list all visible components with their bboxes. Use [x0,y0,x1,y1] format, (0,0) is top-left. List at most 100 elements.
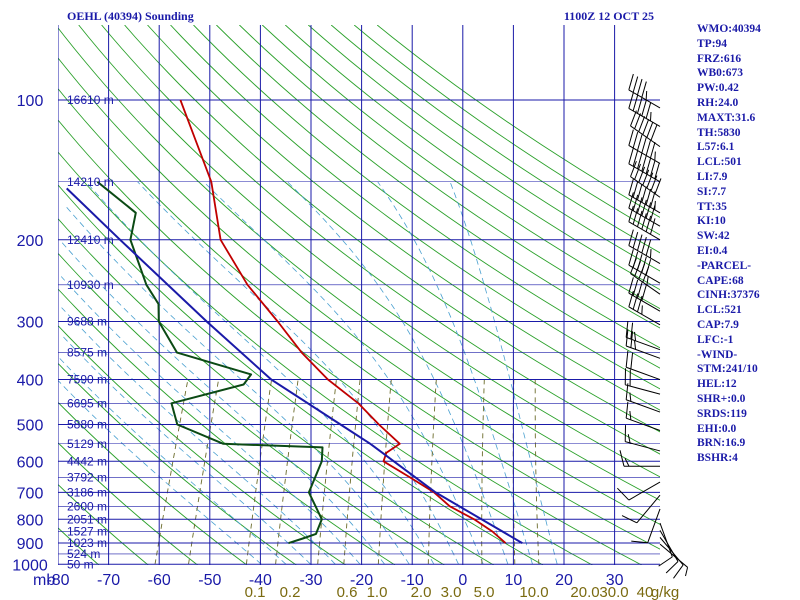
dry-adiabat-line [58,119,642,565]
sounding-index: EI:0.4 [697,244,728,257]
wind-barb-feather [638,166,646,183]
dry-adiabat-line [58,362,297,565]
wind-barb-feather [619,450,625,467]
wind-barb-staff [625,441,661,452]
dry-adiabat-line [216,25,660,349]
moist-adiabat-line [85,181,435,565]
wind-barb-feather [632,181,639,198]
x-axis-unit-label: mb [33,572,55,589]
mixing-ratio-line [377,379,392,565]
dry-adiabat-line [58,184,544,565]
wind-barb [624,368,661,395]
height-label: 10930 m [67,278,114,292]
wind-barb-staff [626,345,661,359]
wind-barb-feather [645,215,652,232]
height-label: 3186 m [67,485,107,499]
height-label: 1527 m [67,525,107,539]
valid-time: 1100Z 12 OCT 25 [564,9,654,23]
moist-adiabat-line [377,181,533,565]
wind-barb-feather [654,151,656,161]
temperature-tick-label: 30 [606,572,624,589]
wind-barb-feather [645,239,652,256]
wind-barb-feather [665,561,679,574]
moist-adiabat-line [137,181,459,565]
sounding-index: PW:0.42 [697,82,739,95]
wind-barb [628,277,661,312]
wind-barb-feather [628,147,634,164]
wind-barb-feather [632,94,639,112]
wind-barb-feather [638,116,646,132]
moist-adiabat-line [287,181,509,565]
height-label: 7590 m [67,373,107,387]
wind-barb-feather [646,276,649,286]
temperature-tick-label: -60 [148,572,171,589]
wind-barb-staff [636,494,661,524]
dry-adiabat-line [58,218,494,565]
wind-barb-feather [631,540,648,544]
wind-barb [658,522,673,567]
sounding-index: L57:6.1 [697,141,735,154]
height-label: 5129 m [67,437,107,451]
wind-barb-feather [629,410,632,420]
moist-adiabat-line [60,334,311,565]
pressure-tick-label: 700 [17,485,44,502]
wind-barb-staff [628,207,661,227]
wind-barb-feather [641,136,647,154]
wind-barb-feather [649,218,656,235]
wind-barb-feather [649,249,652,259]
moist-adiabat-line [449,181,558,565]
temperature-tick-label: -80 [46,572,69,589]
wind-barb-staff [628,292,661,312]
dry-adiabat-line [239,25,660,329]
wind-barb [625,401,661,431]
wind-barb-feather [632,76,639,93]
wind-barb-feather [637,210,643,227]
wind-barb-feather [628,249,634,266]
temperature-tick-label: -40 [249,572,272,589]
wind-barb-feather [628,277,634,294]
mixing-ratio-label: g/kg [651,584,679,600]
wind-barb-feather [637,134,643,151]
wind-barb [630,257,661,295]
wind-barb-feather [616,487,630,501]
dry-adiabat-line [58,27,660,501]
sounding-index: CAP:7.9 [697,318,739,331]
wind-barb-feather [637,234,643,251]
wind-barb-feather [628,205,634,222]
sounding-index-list: WMO:40394 TP:94 FRZ:616 WB0:673 PW:0.42 RH:24… [697,22,797,466]
wind-barb-staff [628,221,661,241]
wind-barb-feather [629,392,632,402]
sounding-index: EHI:0.0 [697,422,737,435]
pressure-tick-label: 600 [17,454,44,471]
wind-barb-feather [637,295,643,312]
sounding-index: WB0:673 [697,67,743,80]
sounding-index: CINH:37376 [697,289,760,302]
wind-barb [628,178,661,214]
moist-adiabat-line [60,276,361,565]
mixing-ratio-line [275,379,299,565]
height-label: 50 m [67,557,94,571]
dry-adiabat-line [284,25,660,291]
wind-barb [621,494,661,524]
sounding-index: TT:35 [697,200,727,213]
wind-barb-feather [630,257,637,274]
wind-barb-feather [645,157,652,174]
wind-barb-feather [641,305,643,315]
mixing-ratio-line [154,379,189,565]
sounding-index: SW:42 [697,230,730,243]
wind-barb [628,290,661,326]
wind-barb-feather [627,434,631,444]
mixing-ratio-label: 2.0 [411,584,432,600]
dry-adiabat-line [58,87,660,550]
wind-barb-staff [628,89,661,109]
wind-barb-staff [628,481,661,501]
wind-barb [628,73,661,109]
wind-barb-feather [638,263,646,280]
sounding-index: KI:10 [697,215,726,228]
wind-barb-feather [645,188,652,205]
dry-adiabat-line [330,25,660,254]
wind-barb-feather [632,279,639,296]
wind-barb-feather [630,110,637,127]
